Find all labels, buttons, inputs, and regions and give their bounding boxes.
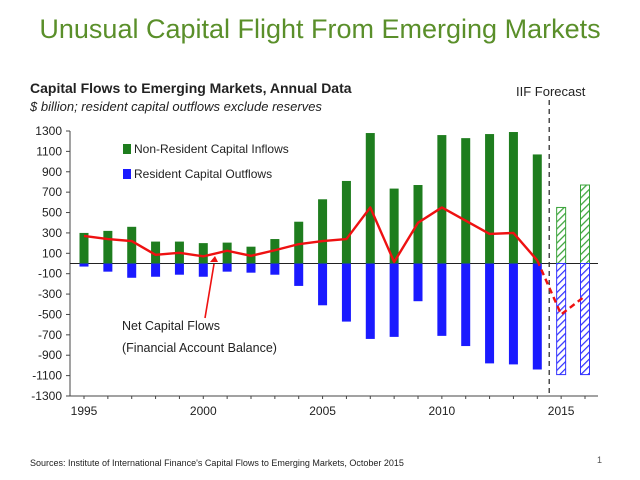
legend-label-inflows: Non-Resident Capital Inflows bbox=[134, 142, 289, 156]
outflow-bar bbox=[461, 263, 471, 347]
outflow-bar bbox=[508, 263, 518, 365]
outflow-bar bbox=[532, 263, 542, 370]
outflow-bar bbox=[246, 263, 256, 273]
y-tick-label: -1300 bbox=[31, 389, 62, 403]
annotation-arrow bbox=[204, 263, 215, 319]
outflow-bar bbox=[174, 263, 184, 275]
y-tick-label: 100 bbox=[42, 246, 62, 260]
outflow-bar bbox=[127, 263, 137, 278]
legend-label-outflows: Resident Capital Outflows bbox=[134, 167, 272, 181]
outflow-bar bbox=[294, 263, 304, 286]
y-tick-label: 1300 bbox=[35, 124, 62, 138]
chart-title: Capital Flows to Emerging Markets, Annua… bbox=[30, 80, 352, 96]
legend-swatch-inflows bbox=[123, 144, 131, 154]
y-tick-label: 900 bbox=[42, 165, 62, 179]
inflow-bar bbox=[389, 188, 399, 264]
inflow-bar bbox=[437, 135, 447, 264]
inflow-bar bbox=[222, 242, 232, 264]
inflow-bar bbox=[198, 243, 208, 264]
outflow-bar bbox=[341, 263, 351, 322]
inflow-bar bbox=[461, 138, 471, 264]
inflow-bar bbox=[103, 230, 113, 264]
x-tick-label: 2000 bbox=[190, 404, 217, 418]
forecast-label: IIF Forecast bbox=[516, 84, 586, 99]
annotation-arrowhead bbox=[210, 256, 218, 262]
outflow-bar bbox=[151, 263, 161, 277]
outflow-bar bbox=[198, 263, 208, 277]
annotation-line2: (Financial Account Balance) bbox=[122, 341, 277, 355]
y-tick-label: 700 bbox=[42, 185, 62, 199]
outflow-bar bbox=[485, 263, 495, 364]
x-tick-label: 1995 bbox=[71, 404, 98, 418]
outflow-bar bbox=[437, 263, 447, 336]
outflow-bar bbox=[103, 263, 113, 272]
inflow-bar bbox=[127, 226, 137, 264]
chart-subtitle: $ billion; resident capital outflows exc… bbox=[30, 99, 322, 114]
page-number: 1 bbox=[597, 455, 603, 465]
inflow-bar bbox=[365, 133, 375, 264]
net-flows-line bbox=[83, 206, 539, 264]
inflow-bar bbox=[556, 206, 567, 264]
x-tick-label: 2005 bbox=[309, 404, 336, 418]
y-tick-label: 300 bbox=[42, 226, 62, 240]
inflow-bar bbox=[508, 132, 518, 264]
outflow-bar bbox=[270, 263, 280, 275]
slide-title: Unusual Capital Flight From Emerging Mar… bbox=[39, 14, 601, 44]
outflow-bar bbox=[318, 263, 328, 306]
inflow-bar bbox=[341, 180, 351, 264]
outflow-bar bbox=[556, 263, 567, 376]
x-tick-label: 2015 bbox=[548, 404, 575, 418]
x-tick-label: 2010 bbox=[429, 404, 456, 418]
inflow-bar bbox=[79, 232, 89, 264]
outflow-bar bbox=[580, 263, 590, 376]
outflow-bar bbox=[413, 263, 423, 302]
outflow-bar bbox=[79, 263, 89, 267]
y-tick-label: 500 bbox=[42, 206, 62, 220]
inflow-bar bbox=[151, 241, 161, 264]
outflow-bar bbox=[365, 263, 375, 339]
source-note: Sources: Institute of International Fina… bbox=[30, 458, 404, 468]
y-tick-label: -500 bbox=[38, 307, 62, 321]
y-tick-label: -300 bbox=[38, 287, 62, 301]
legend-swatch-outflows bbox=[123, 169, 131, 179]
y-tick-label: -1100 bbox=[32, 369, 62, 383]
inflow-bar bbox=[294, 221, 304, 264]
inflow-bar bbox=[318, 199, 328, 264]
y-tick-label: -900 bbox=[38, 348, 62, 362]
inflow-bar bbox=[580, 184, 590, 264]
inflow-bar bbox=[485, 134, 495, 264]
y-tick-label: 1100 bbox=[36, 144, 62, 158]
inflow-bar bbox=[532, 154, 542, 264]
y-tick-label: -700 bbox=[38, 328, 62, 342]
outflow-bar bbox=[222, 263, 232, 272]
y-tick-label: -100 bbox=[38, 267, 62, 281]
annotation-line1: Net Capital Flows bbox=[122, 319, 220, 333]
outflow-bar bbox=[389, 263, 399, 337]
